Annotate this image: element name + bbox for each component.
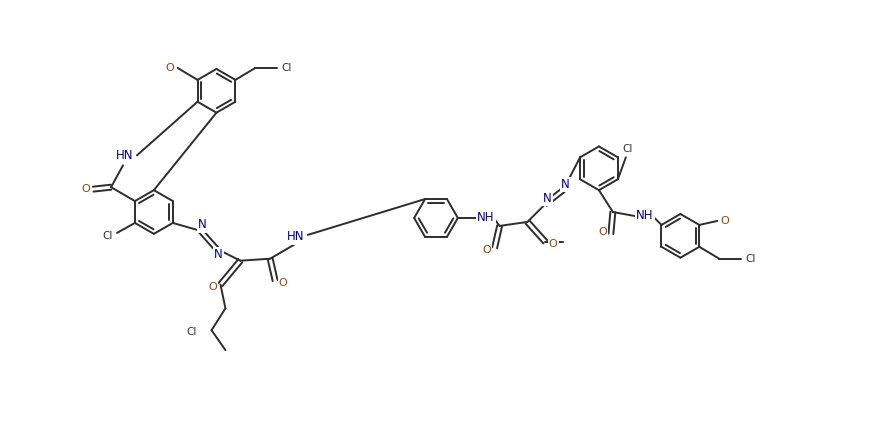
Text: NH: NH [477,211,495,225]
Text: Cl: Cl [187,327,196,337]
Text: O: O [279,278,288,288]
Text: Cl: Cl [102,231,112,241]
Text: Cl: Cl [282,63,292,73]
Text: NH: NH [636,210,653,222]
Text: O: O [208,282,217,291]
Text: Cl: Cl [623,144,633,154]
Text: O: O [721,216,730,226]
Text: HN: HN [288,230,304,243]
Text: O: O [166,63,175,73]
Text: Cl: Cl [745,254,756,264]
Text: O: O [81,184,89,194]
Text: N: N [198,219,207,231]
Text: N: N [560,178,569,191]
Text: O: O [482,245,491,255]
Text: N: N [543,192,552,204]
Text: O: O [549,239,558,249]
Text: N: N [214,248,223,261]
Text: O: O [598,227,607,237]
Text: HN: HN [117,149,134,162]
